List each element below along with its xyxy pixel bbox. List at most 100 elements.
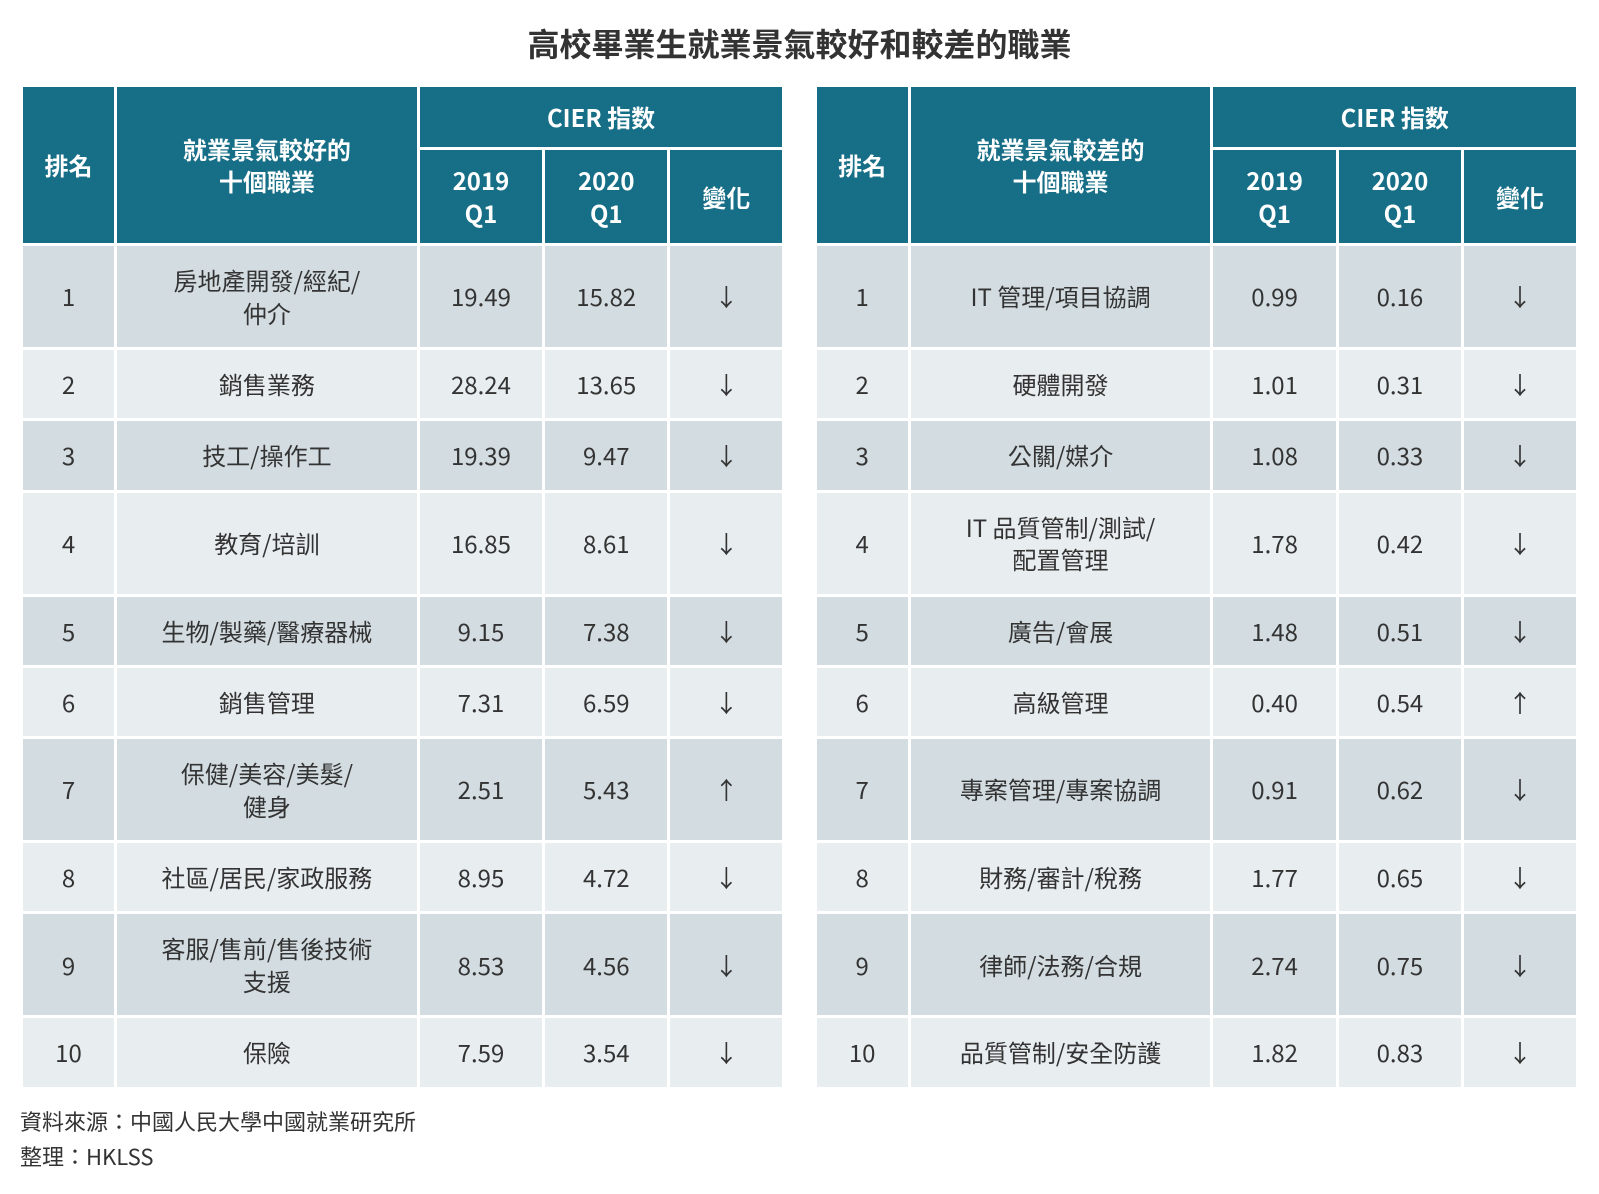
cell-change-good: ↑ bbox=[669, 738, 784, 842]
cell-rank-bad: 1 bbox=[815, 245, 909, 349]
cell-job-good: 客服/售前/售後技術支援 bbox=[115, 913, 418, 1017]
cell-2020-bad: 0.54 bbox=[1337, 666, 1462, 737]
cell-2019-bad: 1.78 bbox=[1212, 491, 1337, 595]
cell-job-bad: 硬體開發 bbox=[909, 348, 1212, 419]
cell-2019-bad: 2.74 bbox=[1212, 913, 1337, 1017]
cell-2019-good: 7.31 bbox=[418, 666, 543, 737]
table-row: 1房地產開發/經紀/仲介19.4915.82↓1IT 管理/項目協調0.990.… bbox=[22, 245, 1578, 349]
cell-job-good: 社區/居民/家政服務 bbox=[115, 842, 418, 913]
cell-change-good: ↓ bbox=[669, 842, 784, 913]
cell-gap bbox=[784, 420, 815, 491]
cell-2020-bad: 0.31 bbox=[1337, 348, 1462, 419]
cell-change-bad: ↓ bbox=[1463, 842, 1578, 913]
cell-2020-bad: 0.75 bbox=[1337, 913, 1462, 1017]
cell-rank-good: 6 bbox=[22, 666, 116, 737]
cell-rank-good: 4 bbox=[22, 491, 116, 595]
cell-rank-good: 10 bbox=[22, 1017, 116, 1088]
cell-2019-good: 9.15 bbox=[418, 595, 543, 666]
cell-change-good: ↓ bbox=[669, 595, 784, 666]
cell-change-bad: ↓ bbox=[1463, 245, 1578, 349]
table-row: 9客服/售前/售後技術支援8.534.56↓9律師/法務/合規2.740.75↓ bbox=[22, 913, 1578, 1017]
footer-compiled: 整理：HKLSS bbox=[20, 1139, 1579, 1174]
cell-2019-good: 19.39 bbox=[418, 420, 543, 491]
cell-2019-bad: 0.99 bbox=[1212, 245, 1337, 349]
cell-rank-bad: 7 bbox=[815, 738, 909, 842]
cell-2020-good: 13.65 bbox=[544, 348, 669, 419]
cell-2019-bad: 1.08 bbox=[1212, 420, 1337, 491]
cell-2020-good: 6.59 bbox=[544, 666, 669, 737]
cell-2019-bad: 1.77 bbox=[1212, 842, 1337, 913]
cell-2020-good: 3.54 bbox=[544, 1017, 669, 1088]
cell-job-bad: IT 品質管制/測試/配置管理 bbox=[909, 491, 1212, 595]
cell-2020-bad: 0.65 bbox=[1337, 842, 1462, 913]
cell-change-bad: ↓ bbox=[1463, 595, 1578, 666]
footer: 資料來源：中國人民大學中國就業研究所 整理：HKLSS bbox=[20, 1104, 1579, 1174]
table-row: 4教育/培訓16.858.61↓4IT 品質管制/測試/配置管理1.780.42… bbox=[22, 491, 1578, 595]
cell-rank-bad: 8 bbox=[815, 842, 909, 913]
cell-job-good: 房地產開發/經紀/仲介 bbox=[115, 245, 418, 349]
table-row: 8社區/居民/家政服務8.954.72↓8財務/審計/稅務1.770.65↓ bbox=[22, 842, 1578, 913]
cell-2019-good: 8.95 bbox=[418, 842, 543, 913]
table-row: 3技工/操作工19.399.47↓3公關/媒介1.080.33↓ bbox=[22, 420, 1578, 491]
table-row: 2銷售業務28.2413.65↓2硬體開發1.010.31↓ bbox=[22, 348, 1578, 419]
cell-2020-bad: 0.16 bbox=[1337, 245, 1462, 349]
cell-2020-good: 15.82 bbox=[544, 245, 669, 349]
cell-change-good: ↓ bbox=[669, 348, 784, 419]
cell-job-bad: 廣告/會展 bbox=[909, 595, 1212, 666]
cell-gap bbox=[784, 348, 815, 419]
cell-job-bad: 公關/媒介 bbox=[909, 420, 1212, 491]
cell-job-good: 技工/操作工 bbox=[115, 420, 418, 491]
header-good-jobs: 就業景氣較好的十個職業 bbox=[115, 86, 418, 245]
table-row: 6銷售管理7.316.59↓6高級管理0.400.54↑ bbox=[22, 666, 1578, 737]
cell-gap bbox=[784, 913, 815, 1017]
cell-job-good: 教育/培訓 bbox=[115, 491, 418, 595]
header-cier-good: CIER 指数 bbox=[418, 86, 784, 149]
cell-change-good: ↓ bbox=[669, 1017, 784, 1088]
table-row: 7保健/美容/美髮/健身2.515.43↑7專案管理/專案協調0.910.62↓ bbox=[22, 738, 1578, 842]
cell-2019-good: 2.51 bbox=[418, 738, 543, 842]
cell-2019-good: 8.53 bbox=[418, 913, 543, 1017]
cell-2020-bad: 0.42 bbox=[1337, 491, 1462, 595]
cell-2020-good: 7.38 bbox=[544, 595, 669, 666]
cell-2020-good: 8.61 bbox=[544, 491, 669, 595]
cell-gap bbox=[784, 738, 815, 842]
header-bad-jobs: 就業景氣較差的十個職業 bbox=[909, 86, 1212, 245]
header-rank-good: 排名 bbox=[22, 86, 116, 245]
footer-source: 資料來源：中國人民大學中國就業研究所 bbox=[20, 1104, 1579, 1139]
cell-2019-bad: 1.82 bbox=[1212, 1017, 1337, 1088]
cell-job-good: 保健/美容/美髮/健身 bbox=[115, 738, 418, 842]
cell-2019-good: 7.59 bbox=[418, 1017, 543, 1088]
cell-change-bad: ↓ bbox=[1463, 348, 1578, 419]
cell-change-bad: ↓ bbox=[1463, 420, 1578, 491]
cell-2020-good: 4.56 bbox=[544, 913, 669, 1017]
cell-job-good: 生物/製藥/醫療器械 bbox=[115, 595, 418, 666]
cell-2019-good: 19.49 bbox=[418, 245, 543, 349]
cell-rank-bad: 2 bbox=[815, 348, 909, 419]
cell-job-bad: 律師/法務/合規 bbox=[909, 913, 1212, 1017]
cell-job-bad: 財務/審計/稅務 bbox=[909, 842, 1212, 913]
cier-table: 排名 就業景氣較好的十個職業 CIER 指数 排名 就業景氣較差的十個職業 CI… bbox=[20, 84, 1579, 1090]
cell-job-good: 保險 bbox=[115, 1017, 418, 1088]
cell-change-good: ↓ bbox=[669, 245, 784, 349]
cell-change-bad: ↓ bbox=[1463, 491, 1578, 595]
cell-2019-good: 28.24 bbox=[418, 348, 543, 419]
cell-job-good: 銷售管理 bbox=[115, 666, 418, 737]
cell-job-bad: 高級管理 bbox=[909, 666, 1212, 737]
header-rank-bad: 排名 bbox=[815, 86, 909, 245]
cell-gap bbox=[784, 842, 815, 913]
cell-rank-bad: 3 bbox=[815, 420, 909, 491]
cell-rank-bad: 4 bbox=[815, 491, 909, 595]
header-2020q1-bad: 2020Q1 bbox=[1337, 149, 1462, 245]
cell-change-good: ↓ bbox=[669, 420, 784, 491]
header-cier-bad: CIER 指数 bbox=[1212, 86, 1578, 149]
cell-gap bbox=[784, 1017, 815, 1088]
table-container: 高校畢業生就業景氣較好和較差的職業 排名 就業景氣較好的十個職業 CIER 指数… bbox=[20, 20, 1579, 1174]
header-change-bad: 變化 bbox=[1463, 149, 1578, 245]
cell-2019-bad: 0.91 bbox=[1212, 738, 1337, 842]
table-row: 5生物/製藥/醫療器械9.157.38↓5廣告/會展1.480.51↓ bbox=[22, 595, 1578, 666]
cell-2020-good: 9.47 bbox=[544, 420, 669, 491]
cell-rank-good: 2 bbox=[22, 348, 116, 419]
cell-rank-good: 9 bbox=[22, 913, 116, 1017]
cell-rank-bad: 5 bbox=[815, 595, 909, 666]
cell-change-good: ↓ bbox=[669, 666, 784, 737]
